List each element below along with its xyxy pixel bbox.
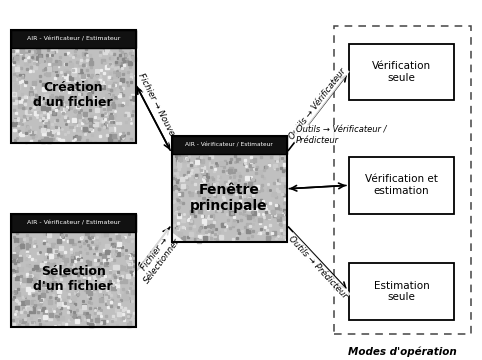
Text: AIR - Vérificateur / Estimateur: AIR - Vérificateur / Estimateur	[27, 36, 120, 41]
FancyBboxPatch shape	[11, 213, 135, 232]
FancyBboxPatch shape	[172, 136, 286, 154]
Text: Sélection
d'un fichier: Sélection d'un fichier	[33, 265, 113, 293]
Text: Outils → Prédicteur: Outils → Prédicteur	[286, 234, 349, 300]
FancyBboxPatch shape	[11, 30, 135, 48]
Text: Fenêtre
principale: Fenêtre principale	[190, 183, 268, 213]
Text: Fichier → Nouveau: Fichier → Nouveau	[136, 72, 181, 147]
FancyBboxPatch shape	[11, 30, 135, 143]
Text: Outils → Vérificateur /
Prédicteur: Outils → Vérificateur / Prédicteur	[296, 125, 387, 145]
FancyBboxPatch shape	[349, 263, 454, 320]
Text: Estimation
seule: Estimation seule	[374, 280, 429, 302]
Text: Création
d'un fichier: Création d'un fichier	[33, 81, 113, 109]
FancyBboxPatch shape	[172, 136, 286, 242]
FancyBboxPatch shape	[11, 213, 135, 327]
Text: AIR - Vérificateur / Estimateur: AIR - Vérificateur / Estimateur	[185, 143, 273, 148]
Text: Vérification et
estimation: Vérification et estimation	[365, 175, 438, 196]
FancyBboxPatch shape	[349, 157, 454, 213]
Text: Fichier →
Sélectionner: Fichier → Sélectionner	[134, 230, 182, 285]
Text: Vérification
seule: Vérification seule	[372, 61, 431, 83]
Text: AIR - Vérificateur / Estimateur: AIR - Vérificateur / Estimateur	[27, 220, 120, 225]
Text: Outils → Vérificateur: Outils → Vérificateur	[288, 66, 348, 141]
Text: Modes d'opération: Modes d'opération	[348, 346, 457, 357]
FancyBboxPatch shape	[349, 44, 454, 100]
